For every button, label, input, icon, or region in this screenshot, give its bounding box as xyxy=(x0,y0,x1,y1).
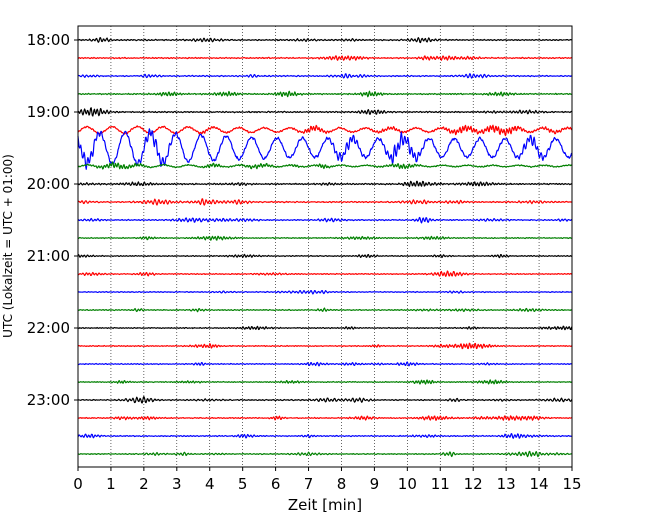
seismic-trace-line xyxy=(77,37,573,44)
x-tick-label: 9 xyxy=(370,475,380,493)
seismic-trace-line xyxy=(77,107,573,117)
x-tick-label: 11 xyxy=(431,475,450,493)
x-axis-label: Zeit [min] xyxy=(288,496,362,514)
x-tick-label: 8 xyxy=(337,475,347,493)
y-tick-label: 23:00 xyxy=(27,391,70,409)
x-tick-label: 14 xyxy=(530,475,549,493)
seismic-trace-line xyxy=(77,216,573,224)
plot-frame xyxy=(77,25,573,468)
y-tick-label: 21:00 xyxy=(27,247,70,265)
seismic-trace-line xyxy=(77,415,573,421)
seismic-trace-line xyxy=(77,307,573,313)
seismic-trace-line xyxy=(77,55,573,61)
y-tick-label: 18:00 xyxy=(27,31,70,49)
x-tick-label: 0 xyxy=(73,475,83,493)
x-tick-label: 7 xyxy=(304,475,314,493)
y-tick-label: 19:00 xyxy=(27,103,70,121)
x-tick-label: 4 xyxy=(205,475,215,493)
seismic-trace-line xyxy=(77,180,573,188)
seismic-trace-line xyxy=(77,124,573,137)
x-tick-label: 3 xyxy=(172,475,182,493)
x-tick-label: 13 xyxy=(497,475,516,493)
y-axis-label: UTC (Lokalzeit = UTC + 01:00) xyxy=(1,154,15,338)
x-tick-label: 10 xyxy=(398,475,417,493)
seismic-trace-line xyxy=(77,395,573,404)
x-axis-ticks: 0 1 2 3 4 5 6 7 8 9 10 11 12 13 14 15 xyxy=(73,467,582,493)
x-tick-label: 1 xyxy=(106,475,116,493)
y-tick-label: 22:00 xyxy=(27,319,70,337)
seismic-trace-line xyxy=(77,432,573,439)
seismic-trace-line xyxy=(77,73,573,79)
y-tick-label: 20:00 xyxy=(27,175,70,193)
seismic-trace-line xyxy=(77,379,573,385)
seismic-trace-line xyxy=(77,235,573,241)
seismic-trace-line xyxy=(77,90,573,98)
x-tick-label: 5 xyxy=(238,475,248,493)
seismic-trace-line xyxy=(77,325,573,331)
trace-layer xyxy=(77,37,573,458)
seismic-trace-line xyxy=(77,290,573,295)
seismic-trace-line xyxy=(77,128,573,170)
seismic-trace-line xyxy=(77,253,573,259)
seismic-trace-line xyxy=(77,450,573,458)
seismic-trace-line xyxy=(77,270,573,277)
seismic-trace-line xyxy=(77,342,573,350)
x-tick-label: 12 xyxy=(464,475,483,493)
seismic-trace-line xyxy=(77,361,573,367)
y-axis-ticks: 18:00 19:00 20:00 21:00 22:00 23:00 xyxy=(27,31,78,409)
seismic-trace-line xyxy=(77,161,573,170)
seismic-trace-line xyxy=(77,198,573,206)
x-tick-label: 6 xyxy=(271,475,281,493)
x-tick-label: 15 xyxy=(562,475,581,493)
x-tick-label: 2 xyxy=(139,475,149,493)
